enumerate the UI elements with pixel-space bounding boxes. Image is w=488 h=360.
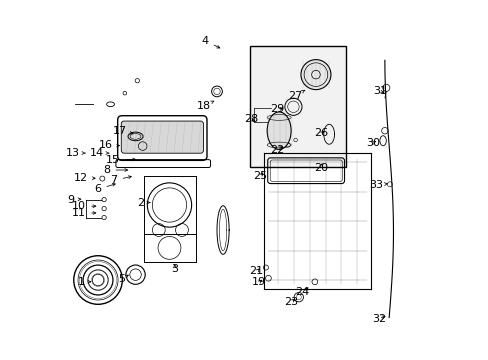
Text: 30: 30	[366, 138, 379, 148]
Text: 7: 7	[110, 175, 131, 185]
Text: 2: 2	[137, 198, 150, 208]
Text: 4: 4	[201, 36, 220, 48]
Text: 23: 23	[284, 297, 297, 307]
Text: 21: 21	[249, 266, 263, 276]
Text: 27: 27	[287, 90, 304, 101]
Text: 22: 22	[270, 145, 284, 155]
Circle shape	[102, 215, 106, 220]
Text: 5: 5	[118, 274, 128, 284]
Text: 12: 12	[74, 173, 95, 183]
Text: 10: 10	[72, 202, 96, 211]
Text: 13: 13	[66, 148, 85, 158]
Text: 3: 3	[171, 264, 178, 274]
Ellipse shape	[266, 112, 290, 149]
Text: 18: 18	[196, 101, 213, 111]
Circle shape	[100, 176, 104, 181]
Text: 24: 24	[295, 287, 309, 297]
Text: 8: 8	[103, 165, 127, 175]
Text: 1: 1	[77, 277, 91, 287]
Text: 16: 16	[99, 140, 119, 150]
FancyBboxPatch shape	[121, 121, 203, 153]
Text: 19: 19	[252, 277, 265, 287]
Circle shape	[102, 206, 106, 211]
Text: 9: 9	[67, 195, 81, 204]
Text: 20: 20	[313, 163, 327, 173]
Text: 14: 14	[89, 148, 109, 158]
Text: 15: 15	[106, 155, 135, 165]
Text: 11: 11	[72, 208, 96, 218]
Text: 17: 17	[113, 126, 133, 136]
Text: 28: 28	[244, 114, 258, 124]
Text: 32: 32	[371, 314, 385, 324]
Text: 26: 26	[314, 128, 328, 138]
Text: 31: 31	[372, 86, 386, 96]
Circle shape	[102, 198, 106, 202]
Text: 33: 33	[369, 180, 386, 190]
Bar	[249, 46, 345, 167]
Circle shape	[300, 60, 330, 90]
Text: 25: 25	[253, 171, 267, 181]
Text: 29: 29	[270, 104, 284, 114]
Text: 6: 6	[94, 184, 115, 194]
